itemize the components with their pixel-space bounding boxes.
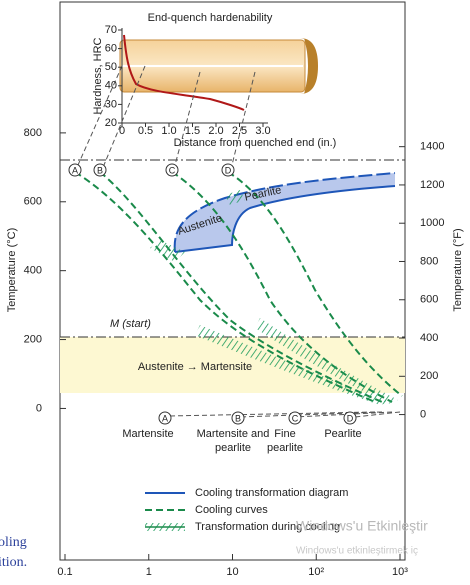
side-text: oling bbox=[0, 535, 27, 550]
x-tick-label: 0.1 bbox=[57, 566, 72, 578]
inset-x-tick-label: 3.0 bbox=[255, 125, 270, 137]
x-tick-label: 10² bbox=[308, 566, 324, 578]
curve-letter: D bbox=[225, 165, 232, 175]
y-tick-label: 400 bbox=[24, 265, 42, 277]
y2-tick-label: 200 bbox=[420, 370, 438, 382]
curve-marker bbox=[93, 163, 107, 177]
curve-marker bbox=[343, 411, 357, 425]
product-label: Fine bbox=[274, 428, 295, 440]
inset-y-tick-label: 60 bbox=[105, 43, 117, 55]
product-label: Martensite and bbox=[197, 428, 270, 440]
inset-x-label: Distance from quenched end (in.) bbox=[174, 137, 337, 149]
y2-tick-label: 600 bbox=[420, 294, 438, 306]
y2-axis-label: Temperature (°F) bbox=[452, 228, 464, 311]
x-tick-label: 10³ bbox=[392, 566, 408, 578]
curve-marker bbox=[68, 163, 82, 177]
y2-tick-label: 1400 bbox=[420, 141, 444, 153]
inset-x-tick-label: 0 bbox=[119, 125, 125, 137]
legend-label: Cooling transformation diagram bbox=[195, 487, 348, 499]
x-tick-label: 1 bbox=[146, 566, 152, 578]
y2-tick-label: 0 bbox=[420, 408, 426, 420]
curve-letter: A bbox=[72, 165, 78, 175]
inset-y-tick-label: 30 bbox=[105, 98, 117, 110]
legend-label: Cooling curves bbox=[195, 504, 268, 516]
curve-letter: C bbox=[169, 165, 176, 175]
y-tick-label: 800 bbox=[24, 127, 42, 139]
guide-arrows bbox=[77, 65, 401, 418]
product-label: pearlite bbox=[215, 442, 251, 454]
curve-marker bbox=[158, 411, 172, 425]
inset-y-tick-label: 40 bbox=[105, 80, 117, 92]
inset-x-tick-label: 0.5 bbox=[138, 125, 153, 137]
inset-title: End-quench hardenability bbox=[148, 12, 273, 24]
curve-letter: C bbox=[292, 413, 299, 423]
y2-tick-label: 800 bbox=[420, 255, 438, 267]
curve-marker bbox=[165, 163, 179, 177]
y2-tick-label: 1000 bbox=[420, 217, 444, 229]
curve-marker bbox=[221, 163, 235, 177]
band-label: Austenite → Martensite bbox=[138, 361, 252, 373]
pearlite-region bbox=[174, 173, 395, 252]
hardness-curve bbox=[123, 34, 245, 111]
product-label: pearlite bbox=[267, 442, 303, 454]
y-tick-label: 200 bbox=[24, 333, 42, 345]
bar-cap bbox=[300, 38, 318, 94]
inset-x-tick-label: 2.5 bbox=[232, 125, 247, 137]
curve-marker bbox=[231, 411, 245, 425]
inset-y-label: Hardness, HRC bbox=[92, 37, 104, 114]
watermark: Windows'u etkinleştirmek iç bbox=[296, 546, 418, 557]
inset-y-tick-label: 20 bbox=[105, 117, 117, 129]
inset-axes bbox=[121, 28, 268, 124]
inset-x-tick-label: 2.0 bbox=[208, 125, 223, 137]
curve-letter: A bbox=[162, 413, 168, 423]
curve-marker bbox=[288, 411, 302, 425]
product-label: Martensite bbox=[122, 428, 173, 440]
finish-curve bbox=[174, 185, 396, 253]
y-axis-label: Temperature (°C) bbox=[6, 228, 18, 312]
y2-tick-label: 400 bbox=[420, 332, 438, 344]
inset-y-tick-label: 70 bbox=[105, 24, 117, 36]
inset-y-tick-label: 50 bbox=[105, 61, 117, 73]
curve-letter: D bbox=[347, 413, 354, 423]
x-tick-label: 10 bbox=[226, 566, 238, 578]
watermark: Windows'u Etkinleştir bbox=[296, 518, 428, 534]
curve-letter: B bbox=[235, 413, 241, 423]
inset-x-tick-label: 1.5 bbox=[185, 125, 200, 137]
curve-letter: B bbox=[97, 165, 103, 175]
product-label: Pearlite bbox=[324, 428, 361, 440]
side-text: ition. bbox=[0, 555, 27, 570]
y2-tick-label: 1200 bbox=[420, 179, 444, 191]
y-tick-label: 0 bbox=[36, 402, 42, 414]
mstart-label: M (start) bbox=[110, 318, 151, 330]
y-tick-label: 600 bbox=[24, 196, 42, 208]
inset-x-tick-label: 1.0 bbox=[161, 125, 176, 137]
legend-label: Transformation during cooling bbox=[195, 521, 340, 533]
transformation-hatch bbox=[150, 190, 398, 405]
